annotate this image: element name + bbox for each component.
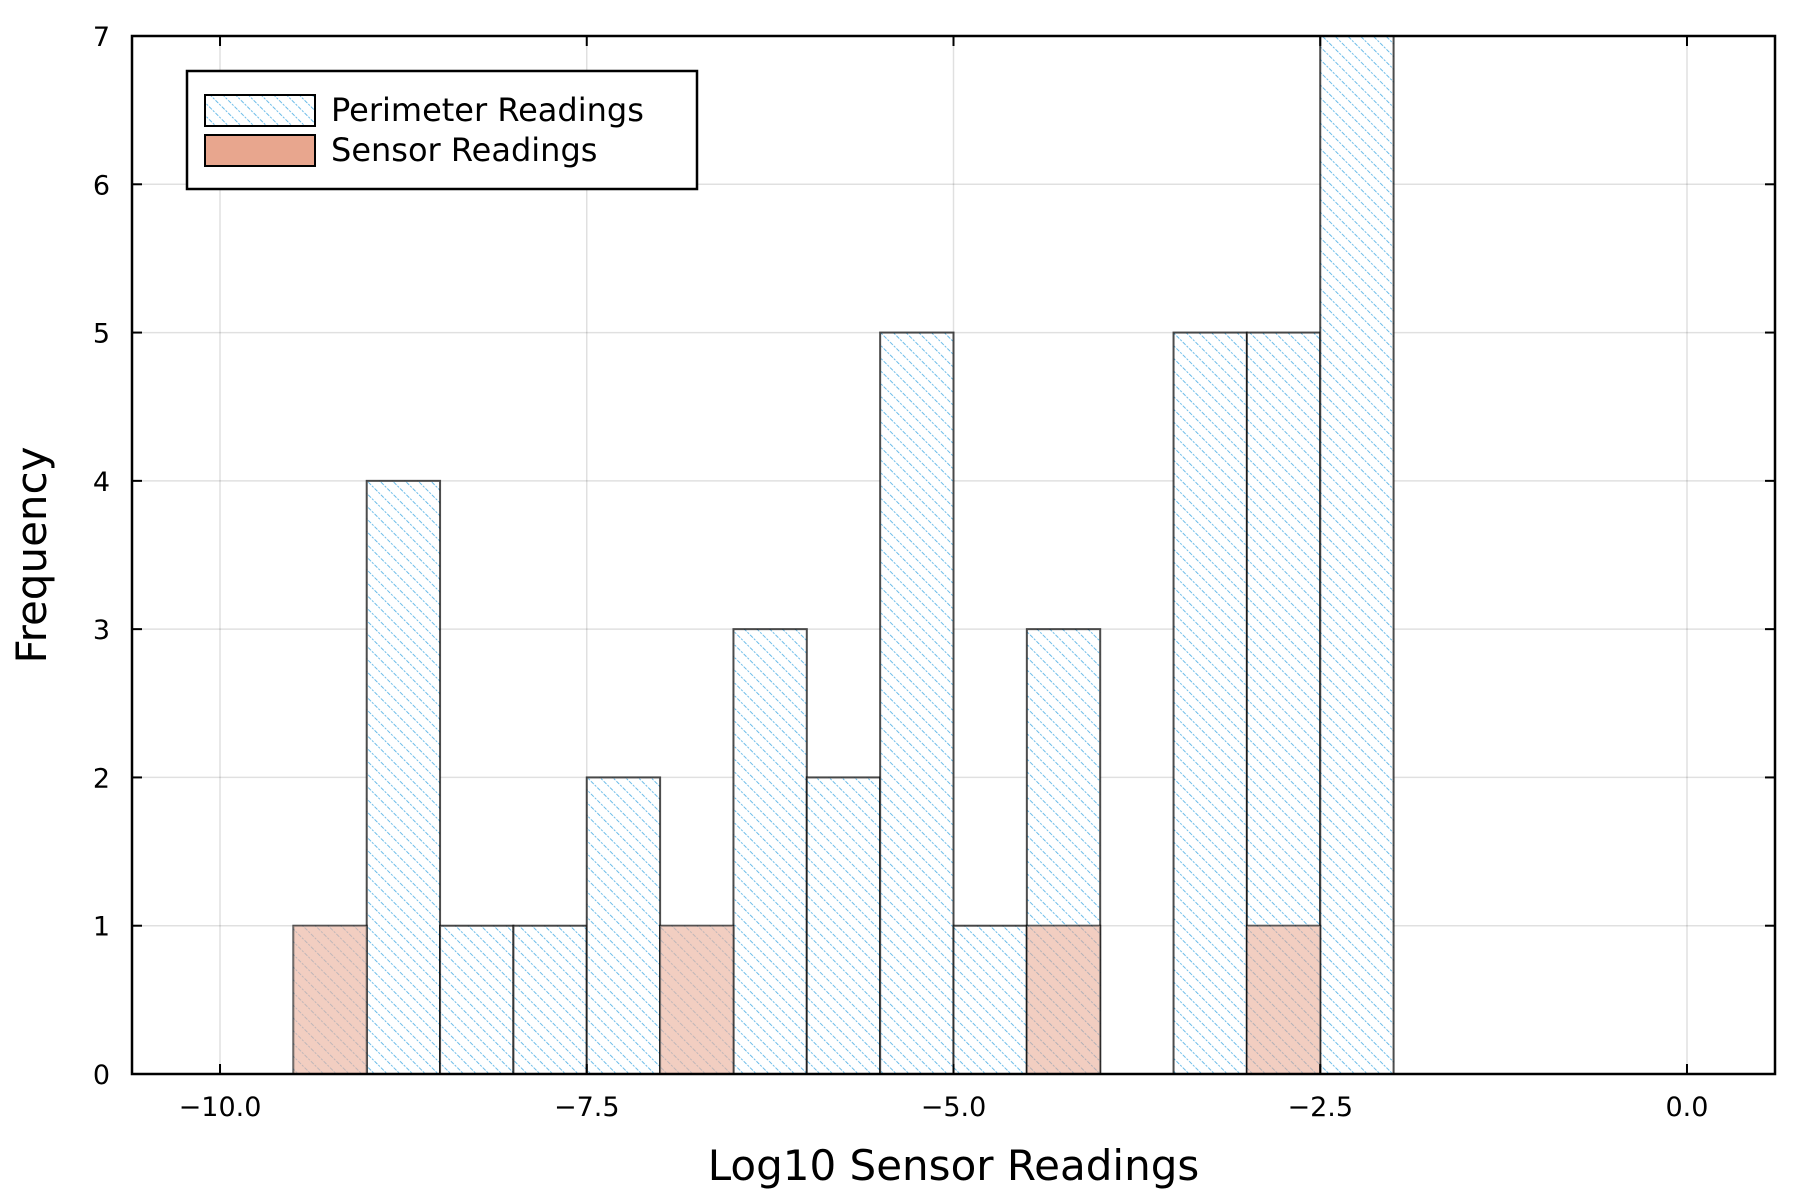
- x-tick-label: −2.5: [1287, 1092, 1353, 1123]
- y-tick-label: 7: [93, 22, 110, 53]
- bar-perimeter-readings: [365, 479, 442, 1076]
- bar-perimeter-readings: [1172, 331, 1248, 1076]
- bar-perimeter-readings: [512, 924, 588, 1076]
- bar-perimeter-readings: [952, 924, 1028, 1076]
- y-tick-label: 0: [93, 1060, 110, 1091]
- y-axis-title: Frequency: [7, 447, 56, 664]
- y-tick-label: 3: [93, 615, 110, 646]
- bar-perimeter-readings: [879, 331, 955, 1076]
- y-tick-label: 1: [93, 912, 110, 943]
- bar-sensor-readings-overlap-hatch: [293, 925, 367, 1074]
- x-tick-label: −5.0: [921, 1092, 987, 1123]
- y-tick-label: 5: [93, 319, 110, 350]
- x-axis-title: Log10 Sensor Readings: [708, 1141, 1200, 1190]
- legend-swatch-sensor: [204, 134, 316, 167]
- bar-perimeter-readings: [732, 628, 808, 1076]
- bar-perimeter-readings: [1319, 35, 1395, 1075]
- legend-label-perimeter: Perimeter Readings: [331, 91, 644, 129]
- x-tick-label: 0.0: [1666, 1092, 1709, 1123]
- legend-box: [185, 69, 699, 191]
- y-tick-label: 6: [93, 170, 110, 201]
- tick-labels: −10.0 −7.5 −5.0 −2.5 0.0 0 1 2 3 4 5 6 7: [93, 22, 1709, 1123]
- bar-perimeter-readings: [439, 924, 515, 1076]
- bar-perimeter-readings: [585, 776, 662, 1076]
- x-tick-label: −10.0: [179, 1092, 262, 1123]
- bar-sensor-readings-overlap-hatch: [1246, 925, 1321, 1074]
- bars: [292, 35, 1395, 1076]
- y-tick-label: 2: [93, 763, 110, 794]
- bar-sensor-readings-overlap-hatch: [660, 925, 734, 1074]
- bar-perimeter-readings: [805, 776, 882, 1076]
- legend-swatch-perimeter: [204, 94, 316, 127]
- bar-sensor-readings-overlap-hatch: [1026, 925, 1101, 1074]
- x-tick-label: −7.5: [554, 1092, 620, 1123]
- y-tick-label: 4: [93, 467, 110, 498]
- axes: [130, 34, 1777, 1076]
- legend-label-sensor: Sensor Readings: [331, 131, 597, 169]
- legend: Perimeter Readings Sensor Readings: [185, 69, 699, 191]
